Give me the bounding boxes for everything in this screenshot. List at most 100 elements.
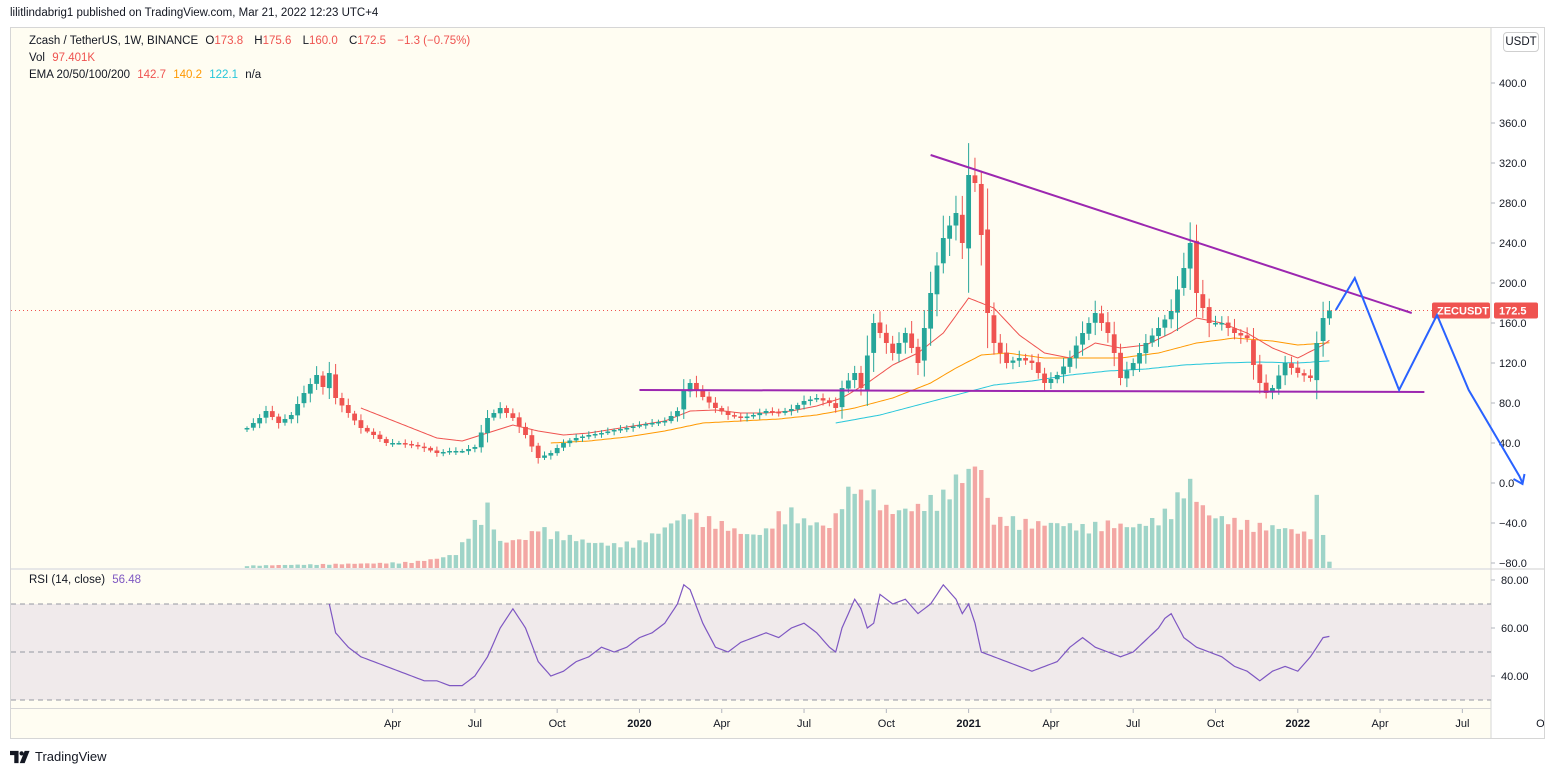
candle[interactable] xyxy=(453,447,459,455)
candle[interactable] xyxy=(1111,321,1117,367)
candle[interactable] xyxy=(814,394,820,403)
candle[interactable] xyxy=(896,332,902,363)
candle[interactable] xyxy=(390,439,395,447)
candle[interactable] xyxy=(972,157,978,192)
candle[interactable] xyxy=(852,365,858,389)
candle[interactable] xyxy=(921,310,927,377)
candle[interactable] xyxy=(1149,328,1155,347)
candle[interactable] xyxy=(1175,276,1180,331)
candle[interactable] xyxy=(314,366,320,390)
candle[interactable] xyxy=(1035,353,1041,379)
candle[interactable] xyxy=(276,413,282,429)
candle[interactable] xyxy=(1156,317,1161,347)
candle[interactable] xyxy=(567,438,573,447)
candle[interactable] xyxy=(744,412,750,422)
chart-container[interactable]: 400.0 360.0 320.0 280.0 240.0 200.0 160.0 120.0… xyxy=(10,27,1545,739)
candle[interactable] xyxy=(1295,360,1301,378)
candle[interactable] xyxy=(263,405,269,424)
candle[interactable] xyxy=(839,380,845,419)
candle[interactable] xyxy=(1080,321,1085,356)
candle[interactable] xyxy=(1105,312,1111,343)
candle[interactable] xyxy=(1263,374,1269,399)
candle[interactable] xyxy=(434,446,440,457)
candle[interactable] xyxy=(871,313,877,372)
candle[interactable] xyxy=(1162,314,1168,337)
candle[interactable] xyxy=(1029,354,1035,370)
candle[interactable] xyxy=(845,372,851,393)
candle[interactable] xyxy=(782,407,788,416)
candle[interactable] xyxy=(833,397,839,413)
candle[interactable] xyxy=(1251,327,1256,380)
candle[interactable] xyxy=(320,371,326,395)
candle[interactable] xyxy=(586,431,592,440)
candle[interactable] xyxy=(763,408,769,416)
trendline-resistance[interactable] xyxy=(930,154,1413,314)
candle[interactable] xyxy=(466,445,471,455)
candle[interactable] xyxy=(605,427,611,435)
candle[interactable] xyxy=(1042,367,1047,391)
candle[interactable] xyxy=(1048,372,1054,390)
candles[interactable] xyxy=(244,143,1332,464)
chart-canvas[interactable]: 400.0 360.0 320.0 280.0 240.0 200.0 160.0 120.0… xyxy=(11,28,1544,738)
candle[interactable] xyxy=(611,428,617,436)
candle[interactable] xyxy=(1099,305,1104,331)
candle[interactable] xyxy=(421,442,427,452)
candle[interactable] xyxy=(940,215,946,274)
candle[interactable] xyxy=(769,407,775,416)
candle[interactable] xyxy=(1073,336,1079,369)
candle[interactable] xyxy=(706,391,712,409)
candle[interactable] xyxy=(409,440,414,449)
candle[interactable] xyxy=(864,335,870,406)
candle[interactable] xyxy=(1168,299,1174,329)
candle[interactable] xyxy=(250,418,256,431)
candle[interactable] xyxy=(1010,356,1016,370)
candle[interactable] xyxy=(928,271,934,346)
candle[interactable] xyxy=(719,405,725,415)
candle[interactable] xyxy=(295,396,301,424)
candle[interactable] xyxy=(1244,327,1250,343)
candle[interactable] xyxy=(713,397,718,413)
candle[interactable] xyxy=(947,215,953,256)
candle[interactable] xyxy=(877,311,883,339)
candle[interactable] xyxy=(637,421,642,429)
candle[interactable] xyxy=(953,195,959,241)
candle[interactable] xyxy=(732,412,737,419)
candle[interactable] xyxy=(516,412,522,433)
candle[interactable] xyxy=(377,431,383,443)
candle[interactable] xyxy=(383,436,389,446)
candle[interactable] xyxy=(358,414,364,434)
candle[interactable] xyxy=(307,378,313,403)
candle[interactable] xyxy=(751,412,756,419)
candle[interactable] xyxy=(472,444,478,453)
candle[interactable] xyxy=(757,408,763,420)
candle[interactable] xyxy=(1219,316,1225,331)
trendline-support[interactable] xyxy=(639,389,1425,393)
candle[interactable] xyxy=(282,414,288,426)
candle[interactable] xyxy=(244,426,250,432)
candle[interactable] xyxy=(396,440,402,445)
candle[interactable] xyxy=(535,442,541,464)
candle[interactable] xyxy=(1181,252,1187,296)
candle[interactable] xyxy=(415,442,421,450)
currency-button[interactable]: USDT xyxy=(1503,32,1539,52)
candle[interactable] xyxy=(504,405,509,418)
candle[interactable] xyxy=(1232,318,1237,340)
candle[interactable] xyxy=(459,448,465,454)
candle[interactable] xyxy=(554,444,560,456)
candle[interactable] xyxy=(371,428,376,439)
candle[interactable] xyxy=(580,434,585,442)
candle[interactable] xyxy=(668,411,674,424)
candle[interactable] xyxy=(326,361,332,400)
candle[interactable] xyxy=(257,414,263,429)
candle[interactable] xyxy=(624,425,630,433)
candle[interactable] xyxy=(548,450,554,460)
candle[interactable] xyxy=(1301,369,1307,382)
candle[interactable] xyxy=(491,409,497,421)
candle[interactable] xyxy=(1282,355,1288,386)
candle[interactable] xyxy=(883,324,889,354)
candle[interactable] xyxy=(1124,361,1130,388)
candle[interactable] xyxy=(1143,334,1149,364)
candle[interactable] xyxy=(1187,222,1193,290)
candle[interactable] xyxy=(269,405,275,421)
candle[interactable] xyxy=(339,392,345,413)
